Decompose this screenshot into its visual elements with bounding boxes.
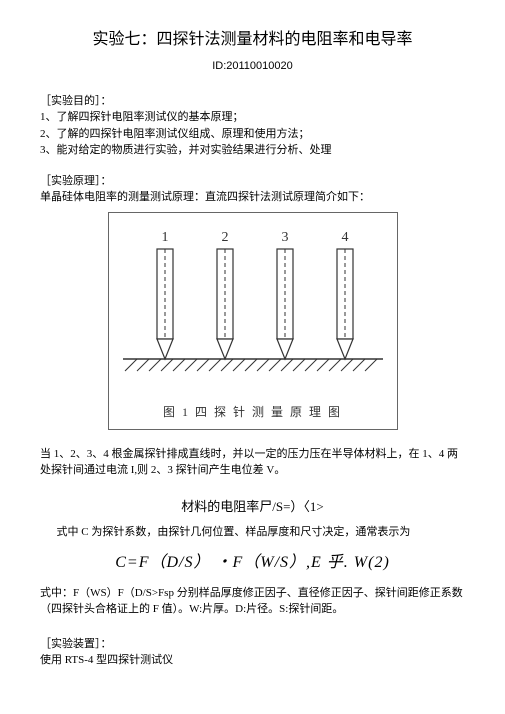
- paragraph-2: 式中 C 为探针系数，由探针几何位置、样品厚度和尺寸决定，通常表示为: [40, 524, 465, 541]
- probe-label: 3: [281, 230, 288, 245]
- probe-diagram: 1 2 3 4: [119, 227, 387, 397]
- objective-item: 2、了解的四探针电阻率测试仪组成、原理和使用方法；: [40, 126, 465, 143]
- formula-2: C=F（D/S） ・F（W/S）,E 乎. W(2): [40, 551, 465, 575]
- objective-item: 3、能对给定的物质进行实验，并对实验结果进行分析、处理: [40, 142, 465, 159]
- apparatus-text: 使用 RTS-4 型四探针测试仪: [40, 652, 465, 669]
- paragraph-1: 当 1、2、3、4 根金属探针排成直线时，并以一定的压力压在半导体材料上，在 1…: [40, 446, 465, 479]
- page-subtitle: ID:20110010020: [40, 58, 465, 75]
- principle-text: 单晶硅体电阻率的测量测试原理：直流四探针法测试原理简介如下：: [40, 189, 465, 206]
- probe-label: 1: [161, 230, 168, 245]
- page-title: 实验七：四探针法测量材料的电阻率和电导率: [40, 28, 465, 52]
- principle-head: ［实验原理］：: [40, 173, 465, 190]
- objectives-head: ［实验目的］：: [40, 93, 465, 110]
- formula-1: 材料的电阻率尸/S=）〈1>: [40, 497, 465, 517]
- figure-container: 1 2 3 4: [108, 212, 398, 430]
- probe-label: 2: [221, 230, 228, 245]
- apparatus-head: ［实验装置］：: [40, 636, 465, 653]
- figure-caption: 图 1 四 探 针 测 量 原 理 图: [119, 403, 387, 421]
- objective-item: 1、了解四探针电阻率测试仪的基本原理；: [40, 109, 465, 126]
- paragraph-3: 式中：F（WS）F（D/S>Fsp 分别样品厚度修正因子、直径修正因子、探针间距…: [40, 585, 465, 618]
- probe-label: 4: [341, 230, 348, 245]
